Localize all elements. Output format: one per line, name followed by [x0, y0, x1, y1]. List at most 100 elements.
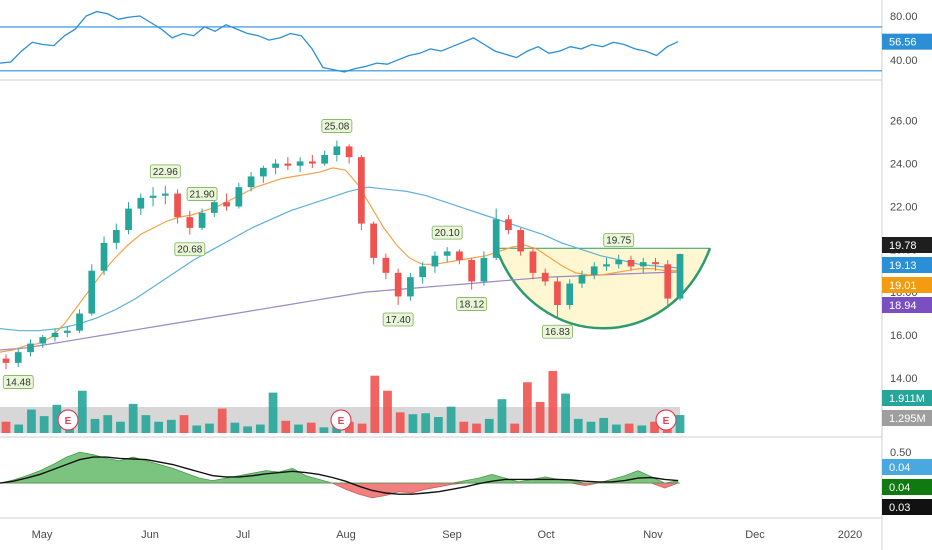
- time-axis-label: Jun: [141, 529, 159, 541]
- volume-bar: [395, 412, 405, 433]
- candle-body: [186, 217, 194, 228]
- volume-bar: [459, 421, 469, 433]
- earnings-marker-circle: [330, 409, 352, 431]
- candle-body: [590, 266, 598, 275]
- candle: [198, 208, 206, 230]
- time-axis-label: Jul: [236, 529, 250, 541]
- earnings-marker-circle: [57, 409, 79, 431]
- volume-bar: [255, 424, 265, 433]
- callout-box: [382, 312, 414, 327]
- candle-body: [431, 255, 439, 267]
- candle: [505, 215, 512, 235]
- candle-body: [149, 195, 157, 198]
- oscillator-value-a-badge-label: 0.04: [889, 462, 910, 474]
- candle-body: [63, 330, 71, 333]
- candle: [407, 272, 414, 301]
- volume-bar: [370, 375, 380, 433]
- moving-average-lines: [0, 167, 679, 353]
- volume-bar: [637, 425, 647, 433]
- volume-bar: [612, 424, 621, 433]
- volume-bar: [510, 423, 520, 433]
- price-tick-label: 26.00: [890, 116, 918, 128]
- volume-bar: [586, 421, 596, 433]
- candlestick-series: [2, 140, 684, 370]
- ma-slow-purple-line: [0, 271, 679, 351]
- earnings-marker-label: E: [663, 416, 670, 427]
- candle: [652, 257, 659, 271]
- oscillator-tick-label: 0.50: [890, 447, 911, 459]
- candle: [149, 187, 157, 207]
- callout-box: [431, 225, 463, 240]
- candle-body: [603, 264, 610, 267]
- candle: [333, 140, 341, 162]
- candle: [529, 247, 537, 280]
- ma-orange-badge-label: 19.01: [889, 280, 917, 292]
- callout-label: 16.83: [545, 327, 570, 338]
- volume-bar: [294, 424, 303, 433]
- ma-blue-badge-label: 19.13: [889, 260, 917, 272]
- oscillator-value-c-badge: 0.03: [882, 499, 932, 515]
- volume-bar: [484, 418, 494, 433]
- candle: [284, 157, 292, 170]
- volume-bar: [624, 423, 634, 433]
- volume-bar: [243, 426, 252, 433]
- price-callouts: 14.48 22.96 20.68 25.08 17.40 20.10 18.12 21.90…: [2, 119, 635, 389]
- candle: [627, 255, 635, 271]
- price-tick-label: 16.00: [890, 330, 918, 342]
- price-callout: 25.08: [321, 119, 353, 133]
- earnings-marker: E: [57, 409, 79, 431]
- candle: [615, 254, 623, 269]
- volume-bar: [1, 421, 11, 433]
- volume-bar: [154, 421, 163, 433]
- candle-body: [39, 337, 47, 344]
- ma-blue-badge-box: [882, 257, 932, 273]
- candle: [235, 182, 243, 209]
- callout-label: 25.08: [324, 121, 349, 132]
- candle-body: [235, 187, 243, 207]
- current-price-badge-box: [882, 237, 932, 253]
- volume-bar: [179, 415, 189, 433]
- volume-bar: [408, 414, 418, 433]
- rsi-tick-label: 80.00: [890, 11, 918, 23]
- candle: [443, 247, 451, 263]
- price-tick-label: 14.00: [890, 373, 918, 385]
- candle: [247, 172, 255, 192]
- ma-mid-blue-line: [0, 186, 679, 332]
- candle-body: [76, 313, 83, 331]
- candle-body: [541, 272, 549, 282]
- candle-body: [27, 343, 34, 353]
- candle-body: [284, 163, 292, 166]
- candle-body: [345, 146, 353, 158]
- candle-body: [505, 219, 512, 230]
- candle: [566, 279, 574, 310]
- rsi-value-badge-label: 56.56: [889, 37, 917, 49]
- rsi-tick-label: 40.00: [890, 55, 918, 67]
- ma-orange-badge-box: [882, 277, 932, 293]
- ma-orange-badge: 19.01: [882, 277, 932, 293]
- candle-body: [51, 332, 59, 338]
- candle-body: [321, 155, 328, 164]
- candle: [358, 155, 365, 230]
- candle-body: [480, 257, 488, 282]
- volume-badge-box: [882, 390, 932, 406]
- candle-body: [198, 212, 206, 228]
- volume-bar: [281, 420, 291, 433]
- candle-body: [333, 146, 341, 155]
- oscillator-signal-line: [0, 456, 679, 495]
- volume-bar: [27, 409, 36, 433]
- oscillator-value-b-badge-box: [882, 479, 932, 495]
- rsi-panel: [0, 10, 882, 73]
- candle: [676, 253, 684, 301]
- candle: [100, 236, 108, 275]
- candle: [137, 193, 145, 215]
- volume-bar: [573, 418, 583, 433]
- candle-body: [100, 242, 108, 271]
- volume-bar: [344, 421, 354, 433]
- candle: [2, 354, 10, 370]
- oscillator-negative-area: [0, 482, 679, 499]
- volume-bar: [103, 415, 113, 433]
- candle: [468, 257, 476, 290]
- volume-bar: [561, 393, 570, 433]
- candle: [272, 159, 279, 175]
